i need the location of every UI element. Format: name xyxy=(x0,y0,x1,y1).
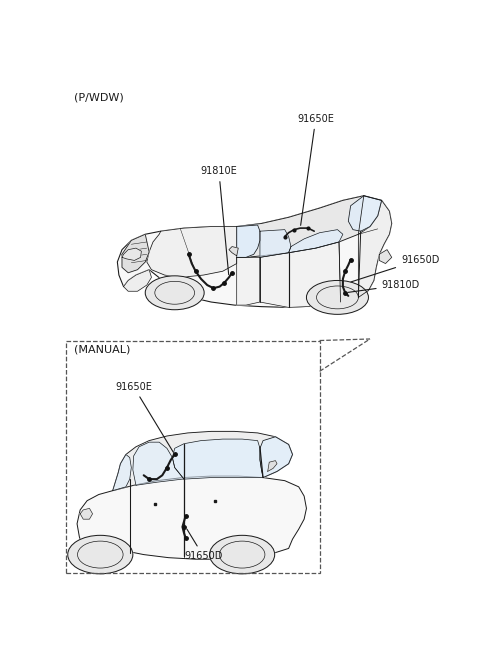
Text: 91810D: 91810D xyxy=(348,280,420,293)
Polygon shape xyxy=(237,195,382,257)
Polygon shape xyxy=(260,437,292,478)
Polygon shape xyxy=(117,195,392,308)
Polygon shape xyxy=(77,476,306,559)
Text: (P/WDW): (P/WDW) xyxy=(74,92,124,102)
Polygon shape xyxy=(288,230,343,253)
Ellipse shape xyxy=(306,281,369,314)
Polygon shape xyxy=(147,226,237,277)
Polygon shape xyxy=(379,250,392,264)
Bar xyxy=(66,340,320,573)
Polygon shape xyxy=(133,442,184,485)
Text: (MANUAL): (MANUAL) xyxy=(74,344,131,354)
Polygon shape xyxy=(80,508,93,519)
Text: 91650D: 91650D xyxy=(351,255,439,282)
Polygon shape xyxy=(123,270,152,291)
Polygon shape xyxy=(237,257,260,305)
Polygon shape xyxy=(260,230,291,257)
Polygon shape xyxy=(113,432,292,491)
Polygon shape xyxy=(348,195,382,231)
Text: 91650E: 91650E xyxy=(115,382,173,452)
Polygon shape xyxy=(122,234,149,273)
Polygon shape xyxy=(229,247,238,256)
Polygon shape xyxy=(359,195,392,297)
Text: 91650E: 91650E xyxy=(297,113,334,226)
Text: 91650D: 91650D xyxy=(184,529,223,561)
Ellipse shape xyxy=(145,276,204,310)
Ellipse shape xyxy=(68,535,133,574)
Polygon shape xyxy=(172,439,263,479)
Polygon shape xyxy=(122,248,142,260)
Text: 91810E: 91810E xyxy=(201,166,237,275)
Polygon shape xyxy=(237,225,260,257)
Polygon shape xyxy=(268,461,277,472)
Ellipse shape xyxy=(210,535,275,574)
Polygon shape xyxy=(260,242,340,308)
Polygon shape xyxy=(113,455,132,491)
